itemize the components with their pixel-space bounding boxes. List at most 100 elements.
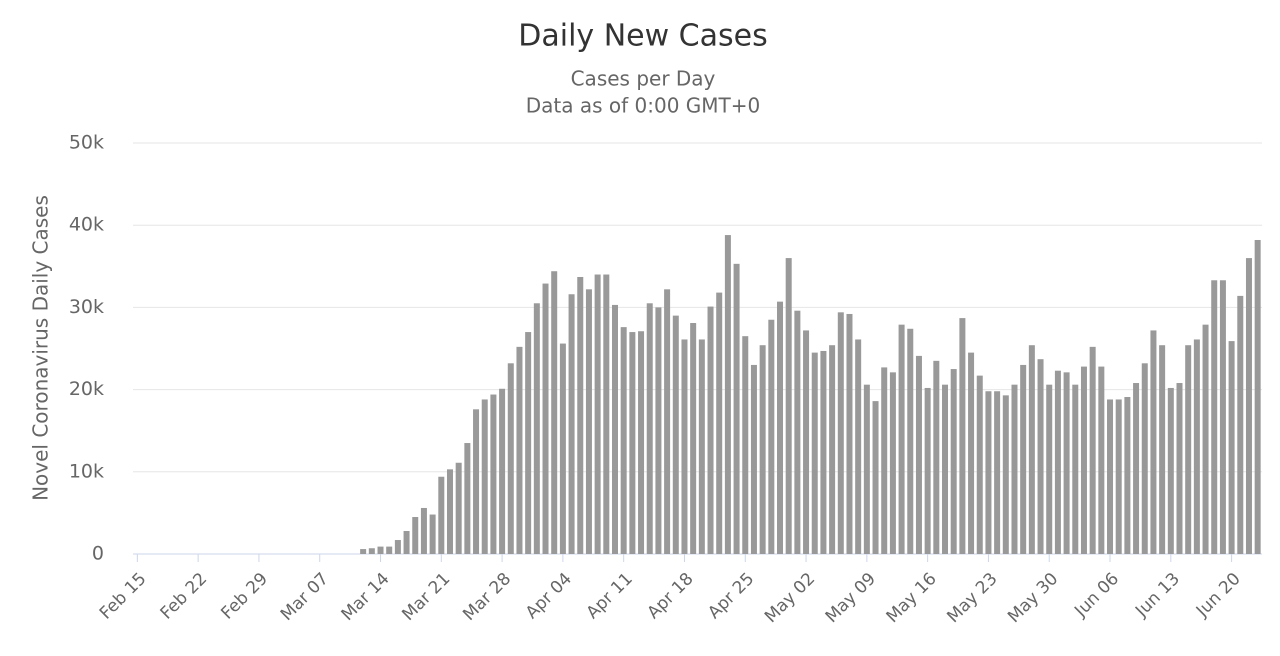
bar: [777, 301, 784, 554]
bar: [629, 332, 636, 554]
bar: [664, 289, 671, 554]
y-tick-label: 20k: [69, 378, 104, 400]
bar: [516, 346, 523, 554]
y-tick-label: 30k: [69, 296, 104, 318]
x-tick-label: May 23: [943, 569, 1001, 627]
bar: [872, 401, 879, 554]
x-tick-label: Apr 04: [522, 569, 576, 623]
bar: [1245, 258, 1252, 554]
bar: [1133, 383, 1140, 554]
bar: [1063, 372, 1070, 554]
bar: [412, 517, 419, 554]
bar: [577, 276, 584, 554]
bar: [846, 313, 853, 554]
bar: [1037, 359, 1044, 554]
bar: [968, 352, 975, 554]
bar: [994, 391, 1001, 554]
bar: [1185, 345, 1192, 554]
bar: [1141, 363, 1148, 554]
bar: [542, 283, 549, 554]
bar: [1080, 366, 1087, 554]
x-tick-label: Jun 20: [1192, 569, 1245, 622]
x-tick-label: Feb 15: [96, 569, 151, 624]
bar: [1159, 345, 1166, 554]
bar: [889, 372, 896, 554]
bar: [724, 235, 731, 554]
bar: [863, 384, 870, 554]
bar: [429, 514, 436, 554]
bar: [620, 327, 627, 554]
bar: [681, 339, 688, 554]
bar: [750, 364, 757, 554]
bar: [1254, 239, 1261, 554]
y-tick-label: 40k: [69, 214, 104, 236]
bar: [585, 289, 592, 554]
bar: [1176, 383, 1183, 554]
x-tick-label: Feb 29: [217, 569, 272, 624]
x-tick-label: Mar 07: [277, 569, 333, 625]
bar: [525, 332, 532, 554]
x-tick-label: Mar 28: [459, 569, 515, 625]
bar: [360, 549, 367, 554]
bar: [394, 540, 401, 554]
bar: [481, 399, 488, 554]
bar: [759, 345, 766, 554]
y-axis-title: Novel Coronavirus Daily Cases: [29, 195, 53, 501]
x-tick-label: May 02: [761, 569, 819, 627]
bar: [976, 375, 983, 554]
bar: [420, 507, 427, 554]
bar: [1028, 345, 1035, 554]
bar: [438, 476, 445, 554]
bar: [915, 355, 922, 554]
bar: [1072, 384, 1079, 554]
bar: [1011, 384, 1018, 554]
bar: [742, 336, 749, 554]
bar: [464, 443, 471, 554]
bar: [533, 303, 540, 554]
x-tick-label: May 30: [1004, 569, 1062, 627]
bar: [985, 391, 992, 554]
bar: [1202, 324, 1209, 554]
bar: [386, 546, 393, 554]
x-tick-label: May 09: [822, 569, 880, 627]
bar: [1054, 370, 1061, 554]
bar: [672, 315, 679, 554]
bar: [1089, 346, 1096, 554]
bar: [368, 548, 375, 554]
bar: [881, 367, 888, 554]
x-tick-label: Mar 21: [398, 569, 454, 625]
bar: [785, 258, 792, 554]
bar: [1211, 280, 1218, 554]
bar: [455, 462, 462, 554]
y-tick-label: 10k: [69, 460, 104, 482]
x-tick-label: Apr 25: [704, 569, 758, 623]
bar: [446, 469, 453, 554]
bar: [1193, 339, 1200, 554]
bar: [1150, 330, 1157, 554]
bar: [898, 324, 905, 554]
bar: [698, 339, 705, 554]
x-tick-label: Feb 22: [157, 569, 212, 624]
bar: [716, 292, 723, 554]
bar: [942, 384, 949, 554]
bar: [611, 304, 618, 554]
bar: [568, 294, 575, 554]
bar: [551, 271, 558, 554]
bar: [1046, 384, 1053, 554]
bar: [794, 310, 801, 554]
bar: [507, 363, 514, 554]
bar: [733, 263, 740, 554]
bar: [638, 331, 645, 554]
bar: [837, 312, 844, 554]
bar: [1219, 280, 1226, 554]
bar: [1002, 395, 1009, 554]
y-tick-label: 50k: [69, 132, 104, 154]
bar: [377, 546, 384, 554]
bar: [1167, 387, 1174, 554]
x-tick-label: Apr 11: [583, 569, 637, 623]
bar: [933, 360, 940, 554]
bar: [950, 369, 957, 554]
bar: [924, 387, 931, 554]
bar: [959, 318, 966, 554]
